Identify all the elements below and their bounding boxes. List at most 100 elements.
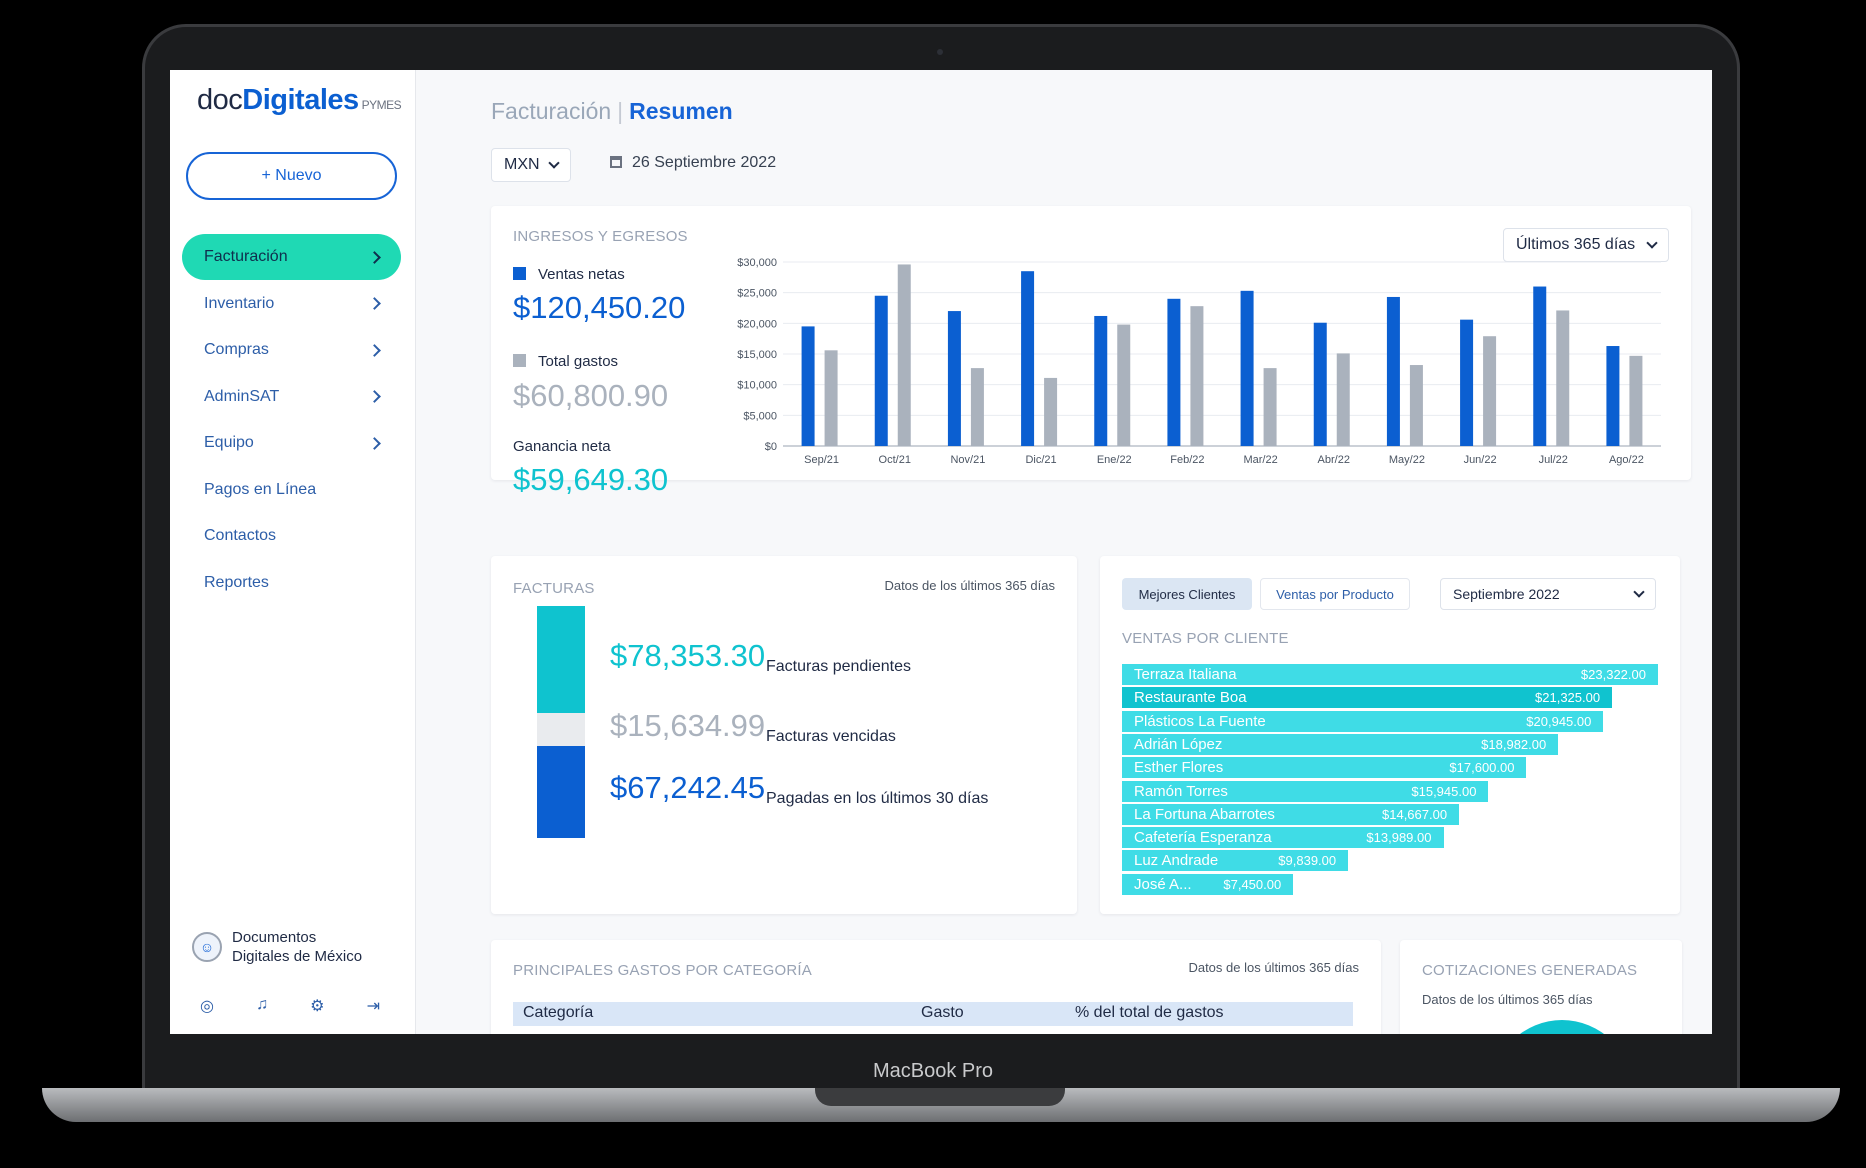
sidebar-item-label: Pagos en Línea — [204, 480, 317, 498]
range-select[interactable]: Últimos 365 días — [1503, 228, 1669, 262]
client-bar[interactable]: Adrián López $18,982.00 — [1122, 733, 1559, 755]
expenses-card-note: Datos de los últimos 365 días — [1188, 960, 1359, 975]
x-tick-label: Sep/21 — [804, 454, 839, 466]
sidebar-item-label: Facturación — [204, 248, 288, 265]
month-select[interactable]: Septiembre 2022 — [1440, 578, 1656, 610]
chevron-down-icon — [1633, 586, 1645, 598]
income-bar-chart: $0 $5,000 $10,000 $15,000 $20,000 $25,000 $30,… — [737, 257, 1661, 466]
sidebar-item-label: AdminSAT — [204, 387, 280, 405]
chevron-right-icon — [368, 297, 381, 310]
company-name: Documentos Digitales de México — [232, 928, 362, 966]
bar-total-gastos — [1263, 368, 1277, 446]
bar-total-gastos — [1117, 324, 1131, 446]
client-bar[interactable]: La Fortuna Abarrotes $14,667.00 — [1122, 803, 1460, 825]
x-tick-label: Ago/22 — [1609, 454, 1644, 466]
column-categoria[interactable]: Categoría — [523, 1004, 594, 1021]
client-bar-value: $18,982.00 — [1481, 736, 1547, 752]
sidebar-item-label: Inventario — [204, 294, 275, 312]
client-bar[interactable]: Terraza Italiana $23,322.00 — [1122, 664, 1658, 685]
client-bar-name: Plásticos La Fuente — [1134, 712, 1266, 730]
date-display[interactable]: 26 Septiembre 2022 — [610, 154, 776, 172]
x-tick-label: Dic/21 — [1025, 454, 1056, 466]
logo[interactable]: docDigitales PYMES — [197, 84, 402, 117]
client-bar-name: Adrián López — [1134, 735, 1223, 753]
sidebar-item-pagos-en-l-nea[interactable]: Pagos en Línea — [182, 467, 401, 513]
profit-value: $59,649.30 — [513, 462, 669, 497]
expenses-swatch — [513, 354, 526, 367]
clients-card-title: VENTAS POR CLIENTE — [1122, 630, 1289, 647]
company-switcher[interactable]: ☺ Documentos Digitales de México — [192, 928, 362, 966]
bar-total-gastos — [970, 368, 984, 446]
column-porcentaje[interactable]: % del total de gastos — [1075, 1004, 1224, 1021]
chevron-right-icon — [368, 390, 381, 403]
y-tick-label: $25,000 — [737, 288, 777, 300]
client-bar[interactable]: Esther Flores $17,600.00 — [1122, 757, 1527, 779]
bar-total-gastos — [1190, 306, 1204, 446]
client-bar-value: $7,450.00 — [1223, 876, 1282, 892]
currency-select[interactable]: MXN — [491, 148, 571, 182]
client-bar[interactable]: Plásticos La Fuente $20,945.00 — [1122, 710, 1604, 732]
sidebar: docDigitales PYMES + Nuevo Facturación Inv… — [170, 70, 416, 1034]
client-bar-value: $21,325.00 — [1535, 690, 1601, 706]
sidebar-item-equipo[interactable]: Equipo — [182, 420, 401, 466]
sidebar-item-contactos[interactable]: Contactos — [182, 513, 401, 559]
sidebar-item-label: Compras — [204, 341, 269, 358]
y-tick-label: $15,000 — [737, 349, 777, 361]
bar-total-gastos — [1336, 353, 1350, 446]
expenses-table-header: Categoría Gasto % del total de gastos — [513, 1002, 1353, 1026]
net-sales-label: Ventas netas — [538, 266, 625, 283]
bell-icon[interactable]: ♫ — [256, 996, 269, 1013]
invoices-card-note: Datos de los últimos 365 días — [884, 578, 1055, 593]
client-bar-name: Terraza Italiana — [1134, 666, 1237, 683]
x-tick-label: Jul/22 — [1539, 454, 1568, 466]
new-button[interactable]: + Nuevo — [186, 152, 397, 200]
chevron-right-icon — [368, 436, 381, 450]
sidebar-item-compras[interactable]: Compras — [182, 327, 401, 373]
sidebar-item-label: Reportes — [204, 573, 269, 591]
quotes-donut-chart — [1492, 1020, 1632, 1034]
bar-ventas-netas — [1460, 319, 1474, 446]
sidebar-item-adminsat[interactable]: AdminSAT — [182, 374, 401, 420]
sidebar-item-label: Equipo — [204, 434, 254, 451]
date-value: 26 Septiembre 2022 — [632, 154, 777, 171]
chevron-down-icon — [548, 157, 560, 169]
invoice-label: Facturas pendientes — [766, 657, 911, 675]
sidebar-item-facturaci-n[interactable]: Facturación — [182, 234, 401, 280]
quotes-card-note: Datos de los últimos 365 días — [1422, 992, 1593, 1007]
invoices-card-title: FACTURAS — [513, 580, 595, 597]
sidebar-footer: ◎ ♫ ⚙ ⇥ — [200, 996, 380, 1016]
invoices-card: FACTURAS Datos de los últimos 365 días $… — [491, 556, 1077, 914]
quotes-card: COTIZACIONES GENERADAS Datos de los últi… — [1400, 940, 1682, 1034]
tab-ventas-por-producto[interactable]: Ventas por Producto — [1260, 578, 1410, 610]
column-gasto[interactable]: Gasto — [921, 1004, 964, 1021]
invoice-label: Facturas vencidas — [766, 727, 896, 745]
company-name-line2: Digitales de México — [232, 948, 363, 965]
breadcrumb-page: Resumen — [629, 98, 733, 124]
bar-ventas-netas — [801, 326, 815, 446]
net-sales-value: $120,450.20 — [513, 290, 686, 325]
client-bar[interactable]: Cafetería Esperanza $13,989.00 — [1122, 827, 1444, 849]
client-bar-value: $13,989.00 — [1366, 830, 1432, 846]
x-tick-label: Jun/22 — [1464, 454, 1497, 466]
client-bar[interactable]: Restaurante Boa $21,325.00 — [1122, 687, 1613, 709]
income-card: INGRESOS Y EGRESOS Ventas netas $120,450… — [491, 206, 1691, 497]
sidebar-item-inventario[interactable]: Inventario — [182, 281, 401, 327]
user-icon[interactable]: ◎ — [200, 998, 214, 1015]
breadcrumb-section[interactable]: Facturación — [491, 98, 612, 124]
client-bar-value: $9,839.00 — [1278, 853, 1337, 869]
currency-value: MXN — [504, 156, 540, 173]
sidebar-item-reportes[interactable]: Reportes — [182, 560, 401, 606]
client-bar-name: La Fortuna Abarrotes — [1134, 805, 1275, 823]
client-bar-name: Ramón Torres — [1134, 782, 1228, 800]
logout-icon[interactable]: ⇥ — [366, 998, 380, 1015]
tab-mejores-clientes[interactable]: Mejores Clientes — [1122, 578, 1252, 610]
client-bar[interactable]: José A... $7,450.00 — [1122, 873, 1294, 895]
invoice-amount: $78,353.30 — [610, 637, 766, 673]
quotes-card-title: COTIZACIONES GENERADAS — [1422, 962, 1638, 979]
client-bar[interactable]: Ramón Torres $15,945.00 — [1122, 780, 1489, 802]
gear-icon[interactable]: ⚙ — [310, 998, 325, 1015]
client-bar[interactable]: Luz Andrade $9,839.00 — [1122, 850, 1349, 872]
logo-digitales: Digitales — [242, 84, 359, 116]
client-bar-value: $14,667.00 — [1382, 806, 1448, 822]
month-value: Septiembre 2022 — [1453, 586, 1560, 602]
